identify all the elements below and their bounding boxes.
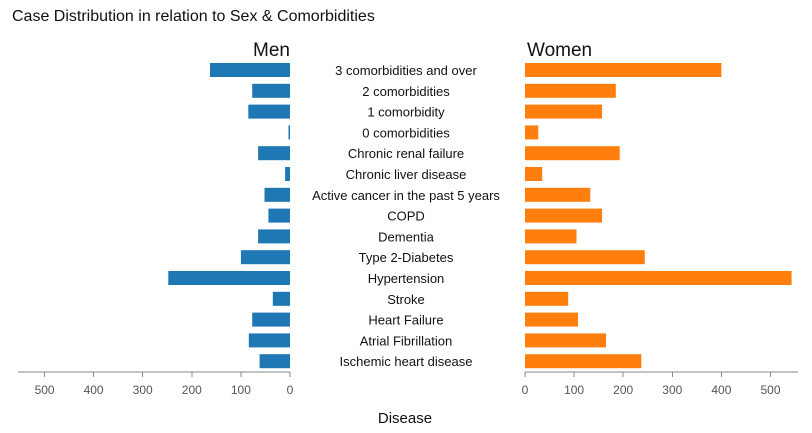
men-bar xyxy=(168,271,290,285)
tick-label: 0 xyxy=(287,383,294,397)
category-label: Atrial Fibrillation xyxy=(360,333,452,348)
men-bar xyxy=(248,333,290,348)
women-bar xyxy=(525,125,539,140)
women-bar xyxy=(525,83,616,98)
tick-label: 100 xyxy=(231,383,251,397)
tick-label: 300 xyxy=(133,383,153,397)
women-bar xyxy=(525,104,603,119)
men-bar xyxy=(248,104,290,119)
women-bar xyxy=(525,291,569,306)
category-label: Dementia xyxy=(378,229,434,244)
women-bar xyxy=(525,187,591,202)
category-label: Heart Failure xyxy=(368,313,443,328)
x-axis-title: Disease xyxy=(378,410,432,427)
tick-label: 0 xyxy=(522,383,529,397)
women-bar xyxy=(525,354,642,369)
men-bar xyxy=(264,187,290,202)
category-label: Ischemic heart disease xyxy=(340,354,473,369)
men-bar xyxy=(252,312,290,327)
tick-label: 500 xyxy=(35,383,55,397)
women-bar xyxy=(525,229,577,244)
category-label: Stroke xyxy=(387,292,425,307)
tick-label: 100 xyxy=(564,383,584,397)
men-bar xyxy=(258,146,290,161)
tick-label: 300 xyxy=(662,383,682,397)
men-bar xyxy=(288,125,290,140)
chart-title: Case Distribution in relation to Sex & C… xyxy=(12,8,375,25)
men-bar xyxy=(285,167,290,181)
women-ticks: 0 100 200 300 400 500 xyxy=(522,372,781,397)
category-label: Type 2-Diabetes xyxy=(359,250,454,265)
men-bar xyxy=(268,208,290,223)
women-bar xyxy=(525,250,645,265)
women-bar xyxy=(525,167,543,181)
women-bars xyxy=(525,63,792,369)
category-label: 0 comorbidities xyxy=(362,125,450,140)
tick-label: 200 xyxy=(613,383,633,397)
women-bar xyxy=(525,208,603,223)
men-ticks: 0 100 200 300 400 500 xyxy=(35,372,294,397)
category-label: 2 comorbidities xyxy=(362,84,450,99)
category-labels: 3 comorbidities and over 2 comorbidities 1… xyxy=(312,63,500,369)
men-bar xyxy=(258,229,290,244)
men-bar xyxy=(259,354,290,369)
men-bar xyxy=(272,291,290,306)
category-label: 3 comorbidities and over xyxy=(335,63,477,78)
tick-label: 400 xyxy=(711,383,731,397)
tick-label: 400 xyxy=(84,383,104,397)
category-label: Active cancer in the past 5 years xyxy=(312,188,500,203)
category-label: Chronic liver disease xyxy=(346,167,467,182)
category-label: 1 comorbidity xyxy=(367,105,445,120)
men-bar xyxy=(210,63,290,77)
category-label: Chronic renal failure xyxy=(348,146,464,161)
category-label: Hypertension xyxy=(368,271,445,286)
men-bars xyxy=(168,63,290,369)
men-panel-label: Men xyxy=(253,40,290,61)
men-bar xyxy=(240,250,290,265)
tick-label: 200 xyxy=(182,383,202,397)
women-bar xyxy=(525,146,620,161)
women-bar xyxy=(525,333,606,348)
women-bar xyxy=(525,312,578,327)
women-panel-label: Women xyxy=(527,40,592,61)
women-bar xyxy=(525,63,722,77)
men-bar xyxy=(252,83,290,98)
women-bar xyxy=(525,271,792,285)
tick-label: 500 xyxy=(760,383,780,397)
category-label: COPD xyxy=(387,209,425,224)
